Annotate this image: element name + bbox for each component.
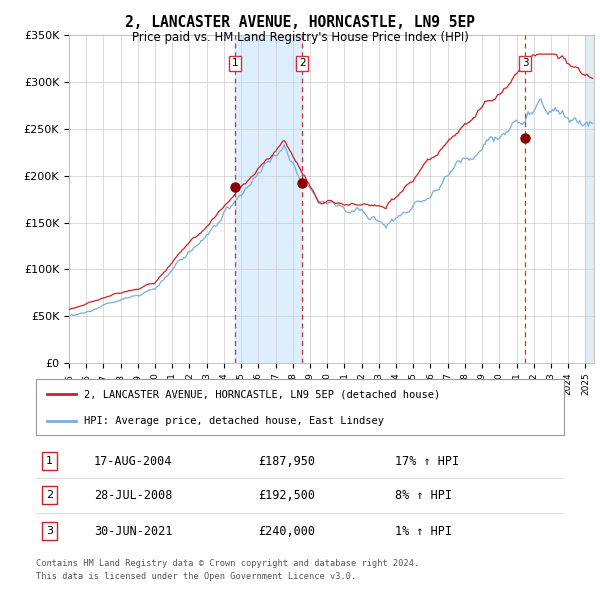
Bar	[235, 35, 302, 363]
Text: 17% ↑ HPI: 17% ↑ HPI	[395, 454, 459, 467]
Text: £240,000: £240,000	[258, 525, 315, 537]
Bar	[586, 35, 594, 363]
Text: £187,950: £187,950	[258, 454, 315, 467]
Text: 2: 2	[46, 490, 53, 500]
Text: 1: 1	[232, 58, 238, 68]
Text: 17-AUG-2004: 17-AUG-2004	[94, 454, 172, 467]
Text: Contains HM Land Registry data © Crown copyright and database right 2024.: Contains HM Land Registry data © Crown c…	[36, 559, 419, 568]
Text: HPI: Average price, detached house, East Lindsey: HPI: Average price, detached house, East…	[83, 416, 383, 426]
Text: 30-JUN-2021: 30-JUN-2021	[94, 525, 172, 537]
Text: 2, LANCASTER AVENUE, HORNCASTLE, LN9 5EP (detached house): 2, LANCASTER AVENUE, HORNCASTLE, LN9 5EP…	[83, 389, 440, 399]
Text: Price paid vs. HM Land Registry's House Price Index (HPI): Price paid vs. HM Land Registry's House …	[131, 31, 469, 44]
Text: £192,500: £192,500	[258, 489, 315, 502]
Text: 2: 2	[299, 58, 306, 68]
Text: 8% ↑ HPI: 8% ↑ HPI	[395, 489, 452, 502]
Text: 3: 3	[46, 526, 53, 536]
Text: 1% ↑ HPI: 1% ↑ HPI	[395, 525, 452, 537]
Text: 3: 3	[522, 58, 529, 68]
Text: 1: 1	[46, 456, 53, 466]
Text: This data is licensed under the Open Government Licence v3.0.: This data is licensed under the Open Gov…	[36, 572, 356, 581]
Text: 2, LANCASTER AVENUE, HORNCASTLE, LN9 5EP: 2, LANCASTER AVENUE, HORNCASTLE, LN9 5EP	[125, 15, 475, 30]
Text: 28-JUL-2008: 28-JUL-2008	[94, 489, 172, 502]
